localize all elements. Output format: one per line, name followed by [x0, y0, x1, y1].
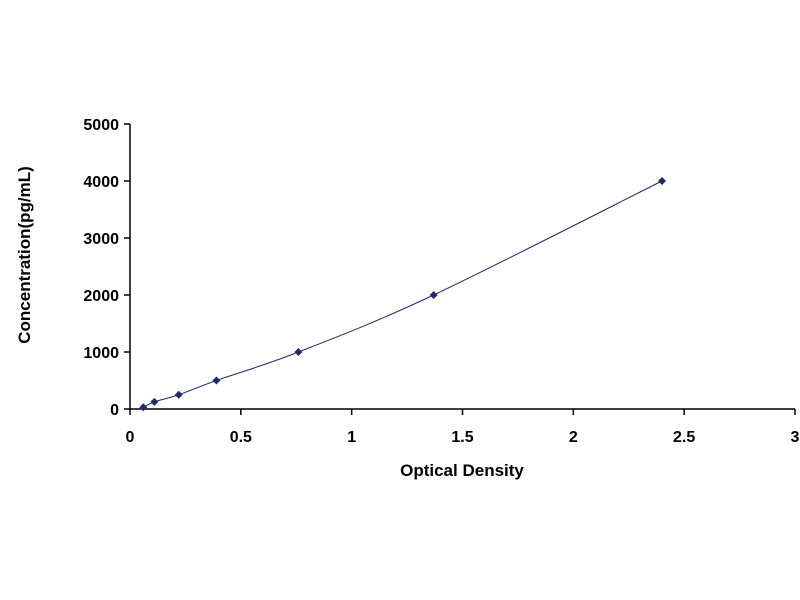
- data-point-marker: [150, 397, 159, 406]
- data-point-marker: [658, 177, 666, 185]
- y-tick-label: 5000: [83, 117, 119, 134]
- x-tick-label: 1.5: [451, 429, 473, 446]
- y-tick-label: 0: [110, 402, 119, 419]
- x-ticks: 0 0.5 1 1.5 2 2.5 3: [126, 409, 800, 446]
- x-tick-label: 3: [791, 429, 800, 446]
- x-tick-label: 2.5: [673, 429, 695, 446]
- y-ticks: 0 1000 2000 3000 4000 5000: [83, 117, 130, 419]
- x-tick-label: 0: [126, 429, 135, 446]
- y-tick-label: 1000: [83, 345, 119, 362]
- y-tick-label: 2000: [83, 288, 119, 305]
- data-markers: [139, 177, 666, 412]
- data-point-marker: [174, 390, 183, 399]
- plot-area: 0 0.5 1 1.5 2 2.5 3 0 1000 2000 3000 4000 5000: [83, 117, 799, 446]
- x-tick-label: 1: [347, 429, 356, 446]
- x-axis-title: Optical Density: [400, 461, 524, 480]
- y-tick-label: 3000: [83, 231, 119, 248]
- series-curve: [143, 180, 663, 408]
- x-tick-label: 2: [569, 429, 578, 446]
- data-point-marker: [212, 376, 221, 385]
- data-point-marker: [139, 403, 148, 412]
- y-tick-label: 4000: [83, 174, 119, 191]
- x-tick-label: 0.5: [230, 429, 252, 446]
- y-axis-title: Concentration(pg/mL): [15, 166, 34, 344]
- data-point-marker: [429, 291, 438, 299]
- data-point-marker: [294, 348, 303, 356]
